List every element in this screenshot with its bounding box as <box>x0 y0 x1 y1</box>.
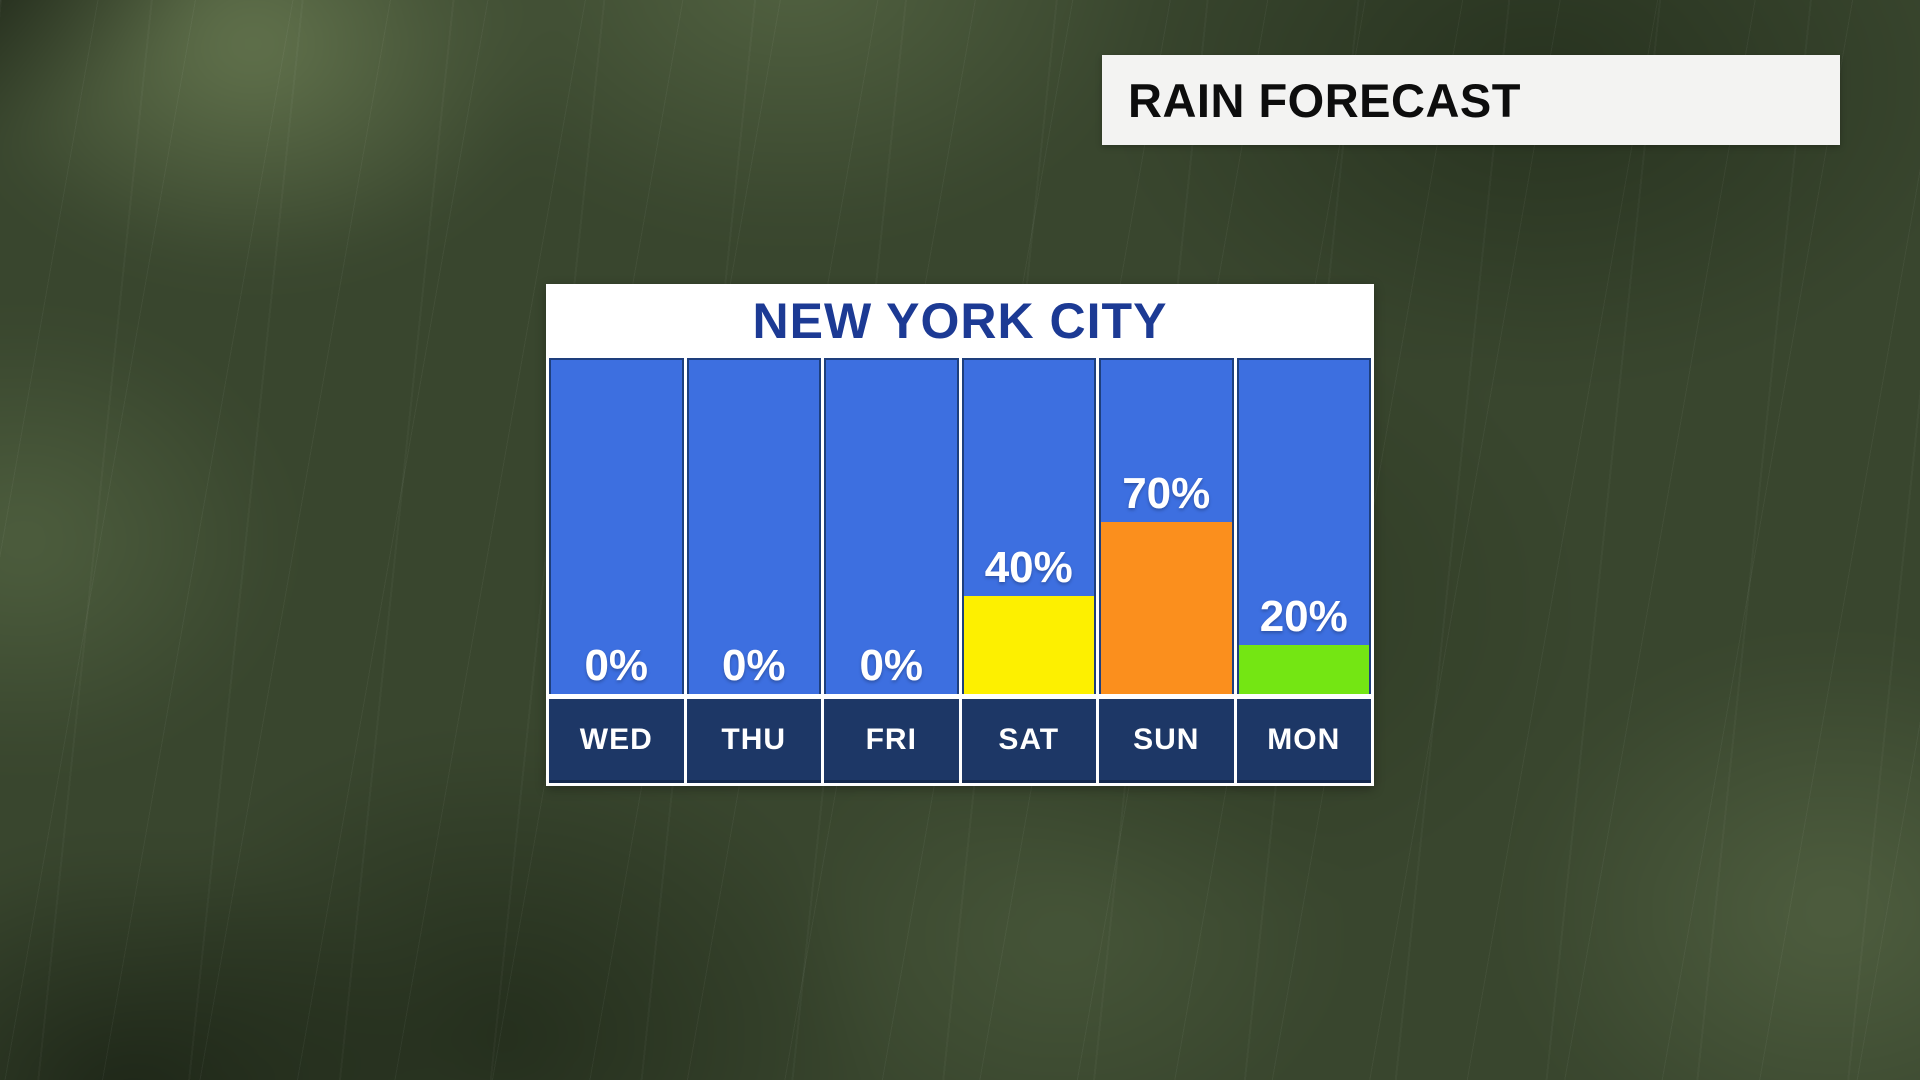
baseline <box>549 694 684 699</box>
forecast-column: 0% THU <box>686 358 821 783</box>
forecast-column: 0% FRI <box>824 358 959 783</box>
forecast-columns: 0% WED 0% THU 0% FRI 40% <box>546 358 1374 786</box>
bar-value-label: 0% <box>721 641 786 690</box>
bar-value-label: 70% <box>1122 469 1211 518</box>
rain-bar <box>963 596 1094 694</box>
day-label: SUN <box>1099 699 1234 783</box>
forecast-column: 40% SAT <box>961 358 1096 783</box>
bar-area: 0% <box>686 358 821 694</box>
day-label: SAT <box>961 699 1096 783</box>
baseline <box>961 694 1096 699</box>
forecast-column: 70% SUN <box>1099 358 1234 783</box>
bar-value-label: 20% <box>1259 592 1348 641</box>
rain-bar <box>1101 522 1232 694</box>
bar-value-label: 40% <box>984 543 1073 592</box>
baseline <box>686 694 821 699</box>
bar-value-label: 0% <box>859 641 924 690</box>
baseline <box>1236 694 1371 699</box>
bar-area: 20% <box>1236 358 1371 694</box>
rain-bar <box>1238 645 1369 694</box>
bar-area: 0% <box>549 358 684 694</box>
day-label: FRI <box>824 699 959 783</box>
bar-area: 0% <box>824 358 959 694</box>
bar-area: 40% <box>961 358 1096 694</box>
day-label: MON <box>1236 699 1371 783</box>
rain-forecast-banner: RAIN FORECAST <box>1102 55 1840 145</box>
forecast-column: 20% MON <box>1236 358 1371 783</box>
day-label: WED <box>549 699 684 783</box>
day-label: THU <box>686 699 821 783</box>
bar-value-label: 0% <box>584 641 649 690</box>
chart-title: NEW YORK CITY <box>546 284 1374 358</box>
baseline <box>824 694 959 699</box>
baseline <box>1099 694 1234 699</box>
banner-label: RAIN FORECAST <box>1128 73 1521 127</box>
bar-area: 70% <box>1099 358 1234 694</box>
forecast-column: 0% WED <box>549 358 684 783</box>
forecast-chart-panel: NEW YORK CITY 0% WED 0% THU 0% FRI <box>546 284 1374 786</box>
